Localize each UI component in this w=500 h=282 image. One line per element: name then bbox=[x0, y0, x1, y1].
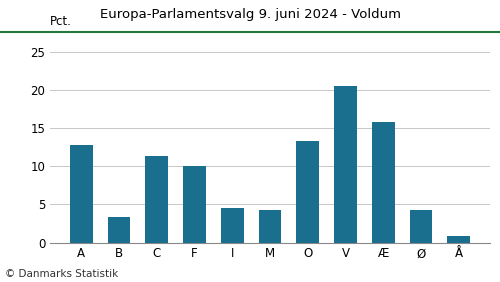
Text: Pct.: Pct. bbox=[50, 16, 72, 28]
Bar bbox=[108, 217, 130, 243]
Bar bbox=[334, 86, 357, 243]
Bar bbox=[448, 236, 470, 243]
Bar bbox=[372, 122, 394, 243]
Bar bbox=[221, 208, 244, 243]
Text: Europa-Parlamentsvalg 9. juni 2024 - Voldum: Europa-Parlamentsvalg 9. juni 2024 - Vol… bbox=[100, 8, 401, 21]
Bar bbox=[70, 145, 92, 243]
Bar bbox=[183, 166, 206, 243]
Text: © Danmarks Statistik: © Danmarks Statistik bbox=[5, 269, 118, 279]
Bar bbox=[296, 141, 319, 243]
Bar bbox=[146, 156, 168, 243]
Bar bbox=[258, 210, 281, 243]
Bar bbox=[410, 210, 432, 243]
